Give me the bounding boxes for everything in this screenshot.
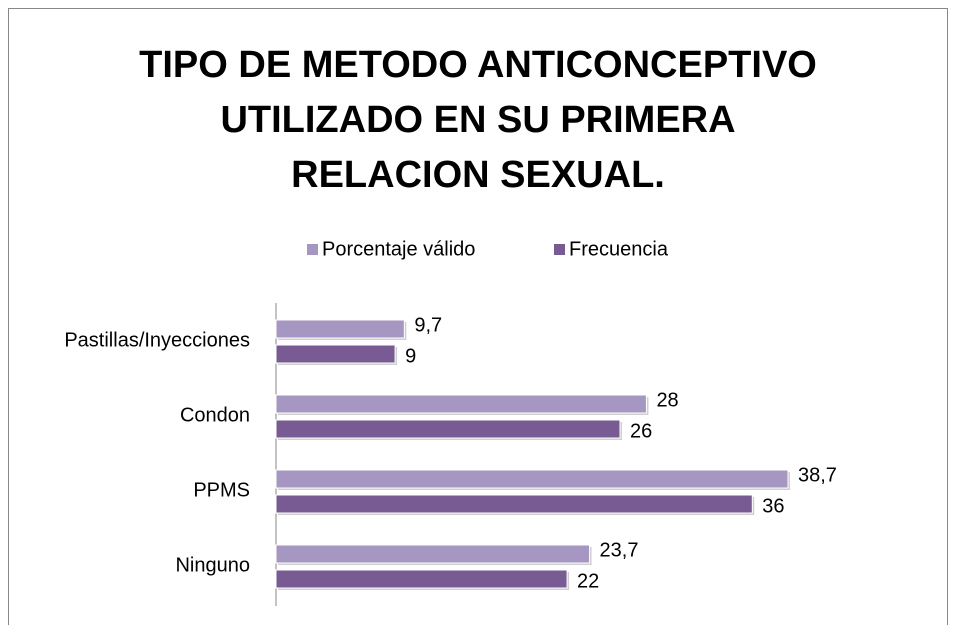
bar [275,344,396,364]
data-label: 28 [656,389,678,411]
data-label: 22 [577,570,599,592]
y-tick-label: Ninguno [175,554,250,576]
y-tick-label: PPMS [193,479,250,501]
data-label: 26 [630,420,652,442]
legend-swatch [307,244,318,255]
data-label: 9,7 [414,314,442,336]
y-tick-label: Condon [180,404,250,426]
bar [275,319,405,339]
data-label: 36 [762,495,784,517]
data-label: 9 [405,345,416,367]
legend-label: Frecuencia [569,238,669,260]
data-label: 23,7 [600,539,639,561]
legend-label: Porcentaje válido [322,238,475,260]
bar [275,469,789,489]
bar [275,419,621,439]
bar [275,544,591,564]
legend-swatch [554,244,565,255]
bar [275,569,568,589]
frame [8,8,948,625]
data-label: 38,7 [798,464,837,486]
y-tick-label: Pastillas/Inyecciones [64,329,250,351]
bar [275,494,753,514]
bar [275,394,647,414]
chart-title: TIPO DE METODO ANTICONCEPTIVO UTILIZADO … [139,44,817,196]
